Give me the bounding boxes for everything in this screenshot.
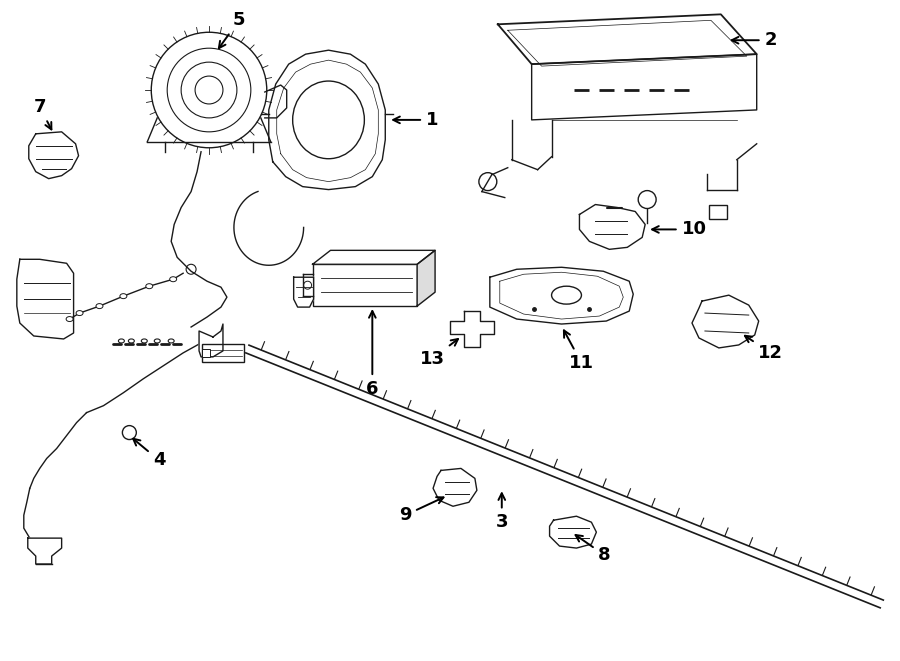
Text: 6: 6 — [366, 311, 379, 398]
Text: 12: 12 — [745, 336, 783, 362]
Text: 5: 5 — [219, 11, 245, 48]
Ellipse shape — [168, 339, 175, 343]
Text: 1: 1 — [393, 111, 438, 129]
Polygon shape — [29, 132, 78, 178]
Ellipse shape — [96, 303, 103, 309]
Text: 7: 7 — [33, 98, 51, 130]
FancyBboxPatch shape — [202, 344, 244, 362]
Polygon shape — [580, 204, 645, 249]
Ellipse shape — [120, 293, 127, 299]
Polygon shape — [692, 295, 759, 348]
Text: 2: 2 — [732, 31, 777, 49]
Polygon shape — [199, 324, 223, 357]
FancyBboxPatch shape — [709, 204, 727, 219]
FancyBboxPatch shape — [202, 349, 210, 357]
Ellipse shape — [119, 339, 124, 343]
Polygon shape — [433, 469, 477, 506]
Polygon shape — [498, 15, 757, 64]
Polygon shape — [312, 251, 435, 264]
Polygon shape — [550, 516, 597, 548]
Polygon shape — [490, 267, 634, 324]
Ellipse shape — [66, 317, 73, 321]
Text: 4: 4 — [133, 439, 166, 469]
Polygon shape — [293, 277, 313, 307]
Ellipse shape — [146, 284, 153, 289]
FancyBboxPatch shape — [312, 264, 417, 306]
Text: 3: 3 — [496, 493, 508, 531]
Ellipse shape — [76, 311, 83, 315]
Text: 11: 11 — [564, 330, 594, 372]
Text: 10: 10 — [652, 220, 706, 239]
Ellipse shape — [141, 339, 148, 343]
Circle shape — [151, 32, 266, 148]
Polygon shape — [269, 50, 385, 190]
Ellipse shape — [129, 339, 134, 343]
Polygon shape — [17, 259, 74, 339]
Polygon shape — [532, 54, 757, 120]
Polygon shape — [417, 251, 435, 306]
Ellipse shape — [154, 339, 160, 343]
Text: 13: 13 — [419, 339, 458, 368]
Polygon shape — [28, 538, 61, 564]
Text: 8: 8 — [576, 535, 611, 564]
Polygon shape — [450, 311, 494, 347]
Ellipse shape — [170, 277, 176, 282]
Text: 9: 9 — [399, 497, 444, 524]
